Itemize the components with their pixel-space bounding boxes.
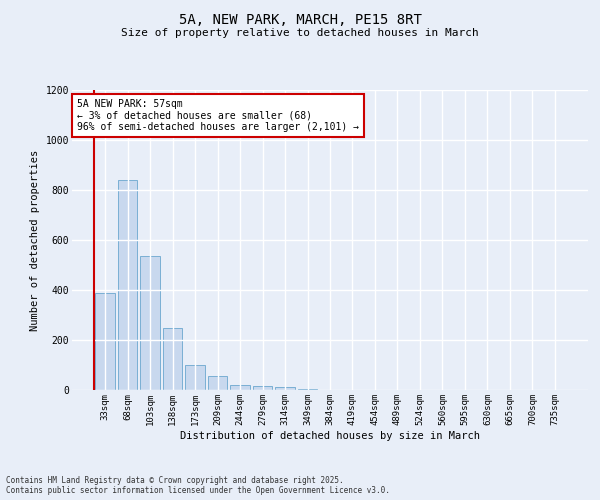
Bar [230,385,250,390]
Bar [163,328,182,390]
Text: 5A, NEW PARK, MARCH, PE15 8RT: 5A, NEW PARK, MARCH, PE15 8RT [179,12,421,26]
Bar [253,386,272,390]
Text: 5A NEW PARK: 57sqm
← 3% of detached houses are smaller (68)
96% of semi-detached: 5A NEW PARK: 57sqm ← 3% of detached hous… [77,99,359,132]
Y-axis label: Number of detached properties: Number of detached properties [30,150,40,330]
Bar [140,256,160,390]
Bar [95,292,115,390]
Text: Contains HM Land Registry data © Crown copyright and database right 2025.
Contai: Contains HM Land Registry data © Crown c… [6,476,390,495]
X-axis label: Distribution of detached houses by size in March: Distribution of detached houses by size … [180,430,480,440]
Bar [298,389,317,390]
Bar [275,387,295,390]
Bar [118,180,137,390]
Text: Size of property relative to detached houses in March: Size of property relative to detached ho… [121,28,479,38]
Bar [208,376,227,390]
Bar [185,364,205,390]
